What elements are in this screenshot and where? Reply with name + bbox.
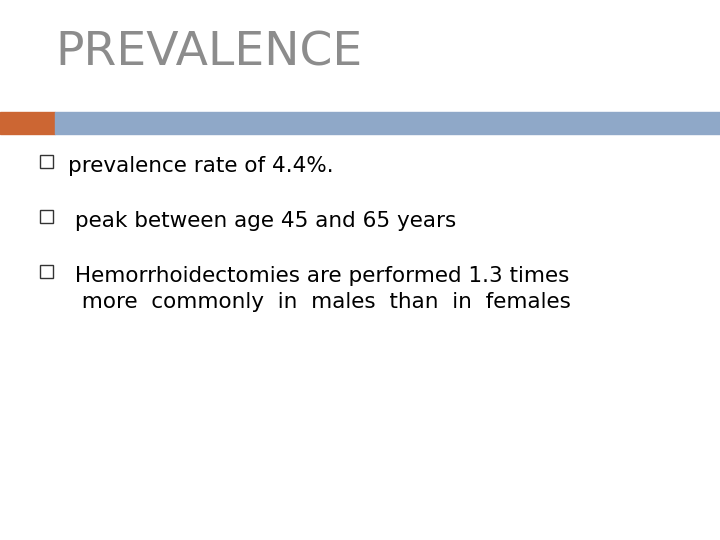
- Text: PREVALENCE: PREVALENCE: [55, 30, 362, 75]
- Text: Hemorrhoidectomies are performed 1.3 times
  more  commonly  in  males  than  in: Hemorrhoidectomies are performed 1.3 tim…: [68, 266, 571, 312]
- Bar: [40, 155, 53, 168]
- Bar: [40, 210, 53, 223]
- Text: prevalence rate of 4.4%.: prevalence rate of 4.4%.: [68, 156, 333, 176]
- Text: peak between age 45 and 65 years: peak between age 45 and 65 years: [68, 211, 456, 231]
- Bar: [40, 265, 53, 278]
- Bar: [55, 112, 720, 134]
- Bar: [0, 112, 55, 134]
